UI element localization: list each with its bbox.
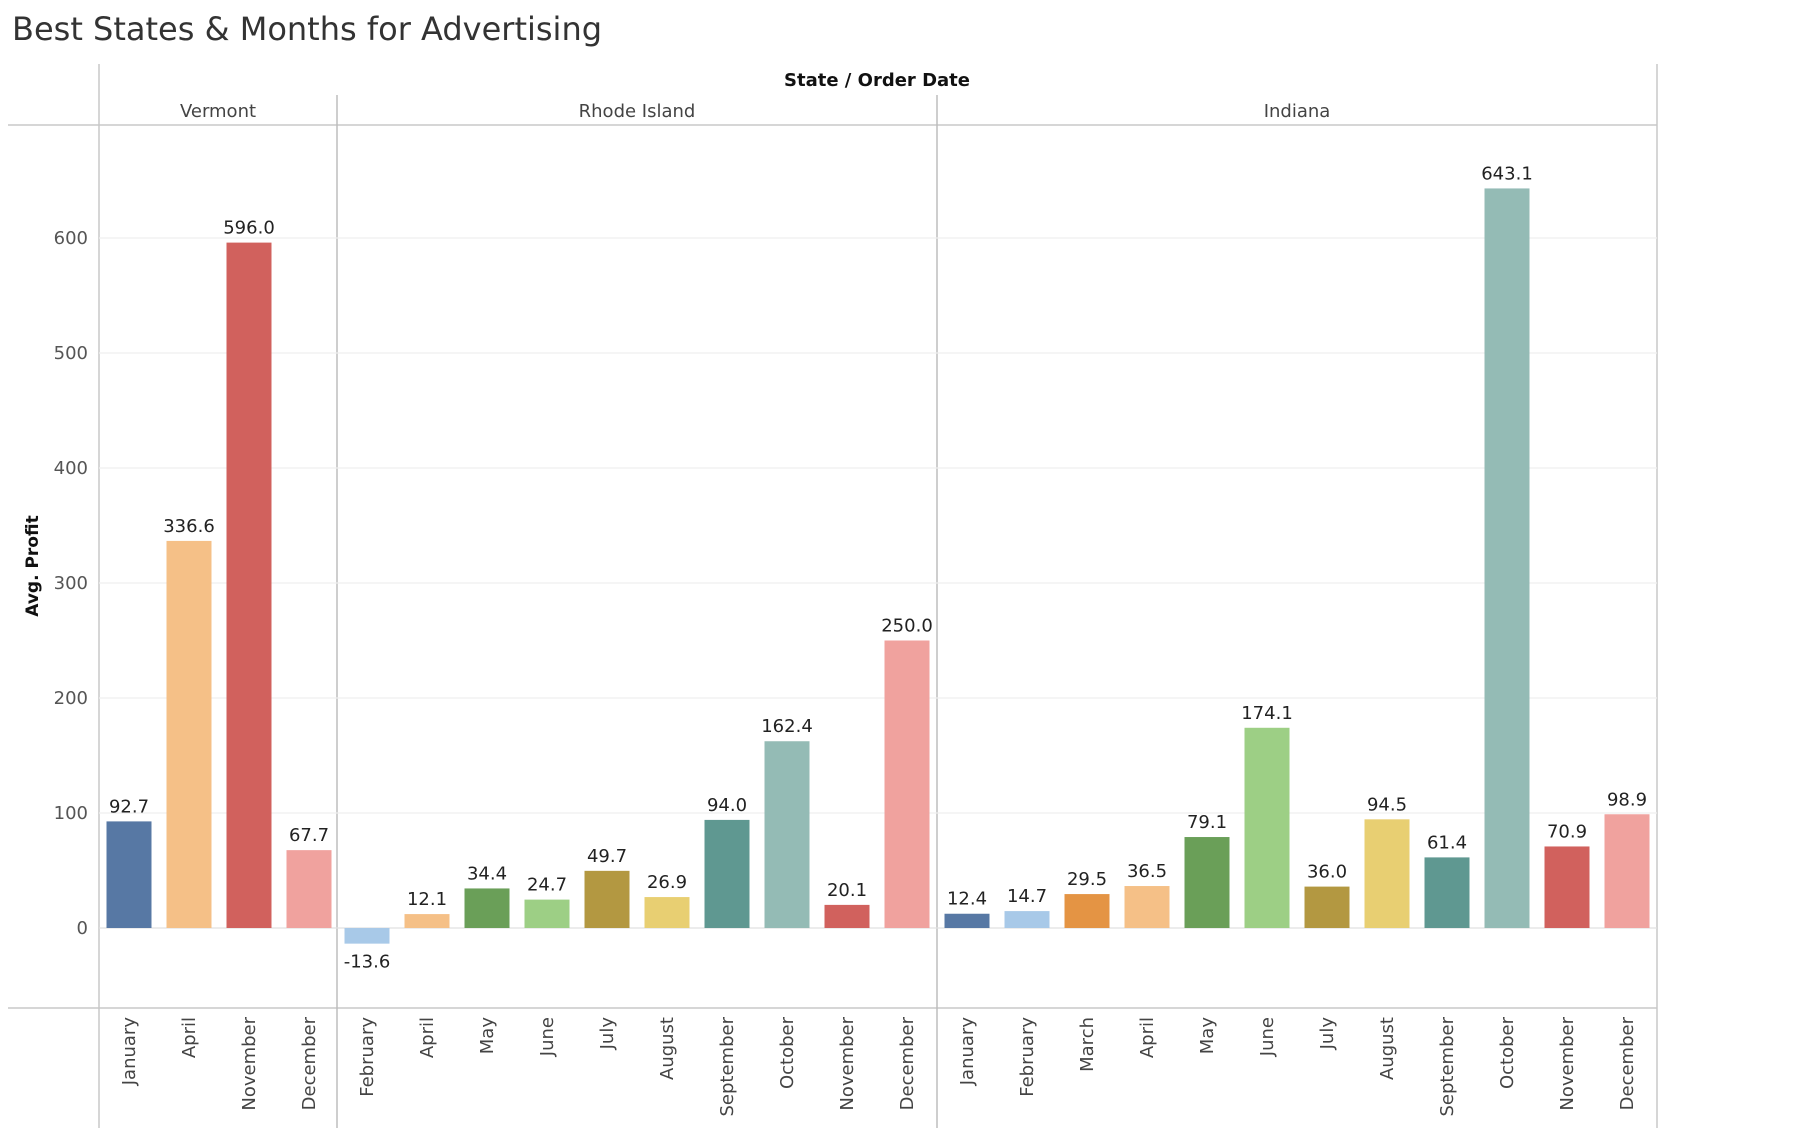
bar	[1604, 814, 1650, 928]
bar	[1484, 188, 1530, 928]
bar	[1124, 886, 1170, 928]
x-tick-label: October	[777, 1016, 798, 1089]
data-label: 34.4	[467, 863, 507, 884]
bar	[1184, 837, 1230, 928]
data-label: 162.4	[761, 716, 813, 737]
bar	[524, 899, 570, 928]
data-label: 94.0	[707, 795, 747, 816]
data-label: 70.9	[1547, 821, 1587, 842]
y-axis-ticks: 0 100 200 300 400 500 600	[54, 228, 88, 939]
pane-rhode-island: Rhode Island -13.6 February 12.1 April 34.4 Ma…	[344, 101, 933, 1117]
bar	[704, 819, 750, 928]
x-tick-label: December	[299, 1016, 320, 1110]
data-label: -13.6	[344, 952, 391, 973]
data-label: 92.7	[109, 796, 149, 817]
bar	[764, 741, 810, 928]
bar	[1244, 727, 1290, 928]
x-tick-label: April	[179, 1017, 200, 1058]
data-label: 250.0	[881, 616, 933, 637]
y-tick-label: 400	[54, 458, 88, 479]
bar	[1544, 846, 1590, 928]
chart-frame	[8, 64, 1658, 1128]
data-label: 49.7	[587, 846, 627, 867]
bar	[464, 888, 510, 928]
x-tick-label: February	[357, 1017, 378, 1097]
data-label: 94.5	[1367, 794, 1407, 815]
data-label: 61.4	[1427, 832, 1467, 853]
bar	[1364, 819, 1410, 928]
x-tick-label: May	[1197, 1017, 1218, 1055]
data-label: 596.0	[223, 218, 275, 239]
chart-title: Best States & Months for Advertising	[12, 10, 603, 48]
data-label: 26.9	[647, 872, 687, 893]
x-tick-label: February	[1017, 1017, 1038, 1097]
bar	[884, 640, 930, 928]
x-tick-label: July	[1317, 1017, 1338, 1051]
data-label: 98.9	[1607, 789, 1647, 810]
x-tick-label: August	[1377, 1017, 1398, 1080]
x-tick-label: June	[1257, 1017, 1278, 1057]
bar	[1064, 894, 1110, 928]
x-tick-label: November	[837, 1016, 858, 1110]
data-label: 174.1	[1241, 703, 1293, 724]
data-label: 336.6	[163, 516, 215, 537]
data-label: 67.7	[289, 825, 329, 846]
x-tick-label: June	[537, 1017, 558, 1057]
data-label: 14.7	[1007, 886, 1047, 907]
data-label: 643.1	[1481, 163, 1533, 184]
y-tick-label: 300	[54, 573, 88, 594]
bar	[286, 850, 332, 928]
bar	[106, 821, 152, 928]
pane-header: Vermont	[180, 101, 256, 122]
bar	[344, 928, 390, 944]
y-tick-label: 0	[77, 918, 88, 939]
panes: Vermont 92.7 January 336.6 April 596.0 Novembe…	[106, 101, 1650, 1117]
bar	[1304, 886, 1350, 928]
pane-indiana: Indiana 12.4 January 14.7 February 29.5 March 3…	[944, 101, 1650, 1117]
pane-vermont: Vermont 92.7 January 336.6 April 596.0 Novembe…	[106, 101, 332, 1111]
x-tick-label: January	[119, 1017, 140, 1087]
column-header: State / Order Date	[784, 70, 970, 91]
x-tick-label: December	[897, 1016, 918, 1110]
y-tick-label: 500	[54, 343, 88, 364]
data-label: 12.4	[947, 889, 987, 910]
data-label: 12.1	[407, 889, 447, 910]
bar	[584, 870, 630, 928]
x-tick-label: May	[477, 1017, 498, 1055]
x-tick-label: January	[957, 1017, 978, 1087]
bar	[166, 540, 212, 928]
x-tick-label: November	[1557, 1016, 1578, 1110]
y-tick-label: 200	[54, 688, 88, 709]
x-tick-label: August	[657, 1017, 678, 1080]
pane-header: Indiana	[1264, 101, 1331, 122]
bar	[404, 914, 450, 928]
pane-header: Rhode Island	[579, 101, 696, 122]
bar	[226, 242, 272, 929]
y-axis-label: Avg. Profit	[23, 515, 43, 616]
data-label: 36.0	[1307, 862, 1347, 883]
x-tick-label: October	[1497, 1016, 1518, 1089]
x-tick-label: July	[597, 1017, 618, 1051]
gridlines	[99, 237, 1657, 929]
y-tick-label: 100	[54, 803, 88, 824]
bar	[944, 913, 990, 928]
y-tick-label: 600	[54, 228, 88, 249]
x-tick-label: March	[1077, 1017, 1098, 1072]
data-label: 29.5	[1067, 869, 1107, 890]
x-tick-label: December	[1617, 1016, 1638, 1110]
x-tick-label: April	[1137, 1017, 1158, 1058]
data-label: 20.1	[827, 880, 867, 901]
data-label: 24.7	[527, 875, 567, 896]
x-tick-label: April	[417, 1017, 438, 1058]
bar	[1424, 857, 1470, 928]
bar	[644, 897, 690, 928]
x-tick-label: November	[239, 1016, 260, 1110]
data-label: 79.1	[1187, 812, 1227, 833]
data-label: 36.5	[1127, 861, 1167, 882]
bar	[824, 904, 870, 928]
x-tick-label: September	[1437, 1016, 1458, 1116]
x-tick-label: September	[717, 1016, 738, 1116]
bar	[1004, 911, 1050, 928]
